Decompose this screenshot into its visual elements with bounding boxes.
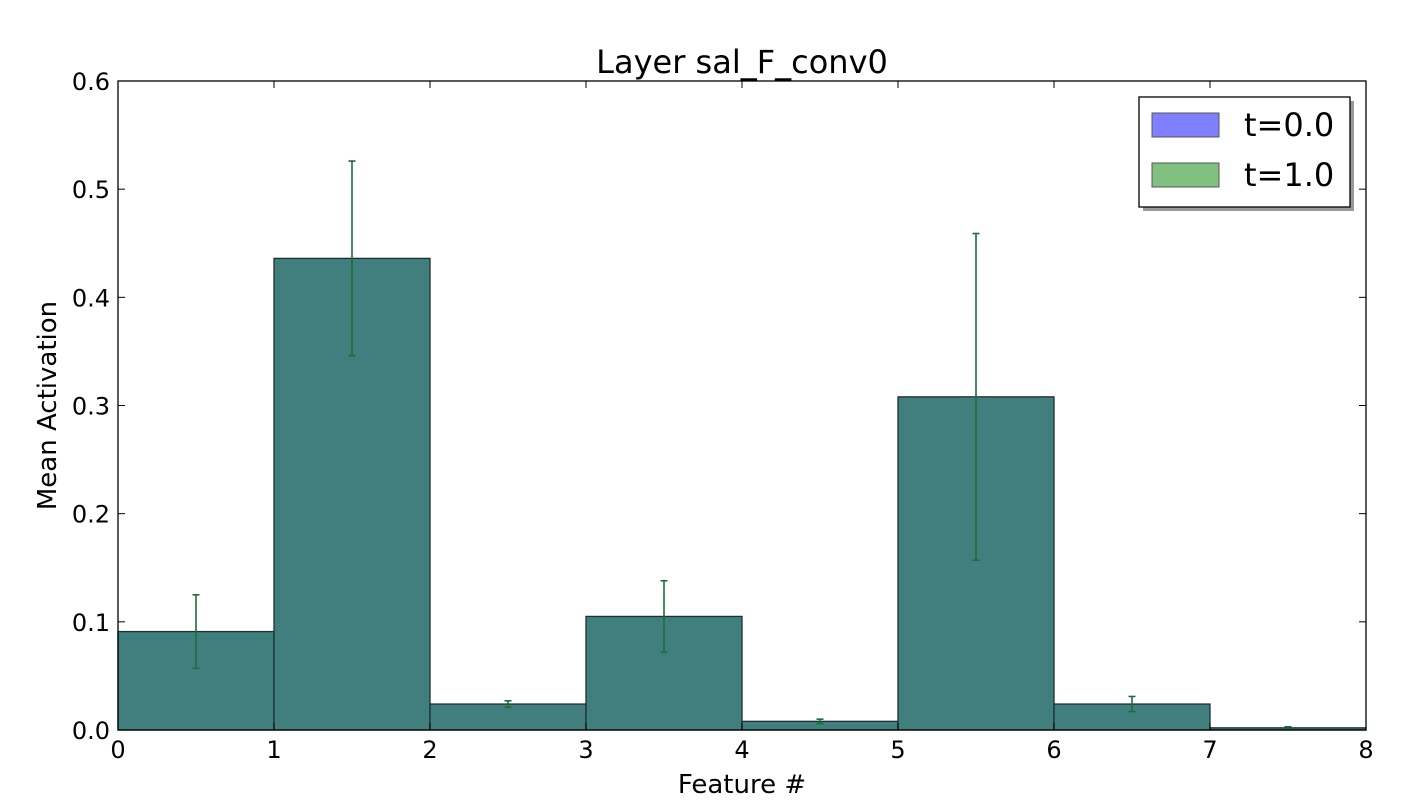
- x-tick-label-1: 1: [266, 736, 281, 764]
- x-axis-label: Feature #: [678, 770, 806, 800]
- bar-2: [429, 703, 587, 731]
- y-tick-label-1: 0.1: [72, 609, 110, 637]
- x-tick-label-5: 5: [890, 736, 905, 764]
- x-tick-label-0: 0: [110, 736, 125, 764]
- legend: t=0.0 t=1.0: [1138, 96, 1354, 211]
- y-tick-label-4: 0.4: [72, 284, 110, 312]
- x-tick-label-3: 3: [578, 736, 593, 764]
- errorbars-layer: [192, 160, 1292, 730]
- ticks-layer: 0 1 2 3 4 5 6 7 8 0.0 0.1 0.2 0.3 0.4 0.5 0.6: [72, 68, 1374, 764]
- legend-label-1: t=1.0: [1244, 156, 1334, 194]
- y-tick-label-2: 0.2: [72, 501, 110, 529]
- y-tick-label-3: 0.3: [72, 393, 110, 421]
- chart-title: Layer sal_F_conv0: [596, 43, 888, 81]
- x-tick-label-6: 6: [1046, 736, 1061, 764]
- legend-swatch-1: [1151, 162, 1220, 188]
- y-tick-label-5: 0.5: [72, 176, 110, 204]
- x-tick-label-4: 4: [734, 736, 749, 764]
- y-tick-label-0: 0.0: [72, 717, 110, 745]
- legend-label-0: t=0.0: [1244, 106, 1334, 144]
- legend-swatch-0: [1151, 112, 1220, 138]
- y-axis-label: Mean Activation: [33, 301, 63, 510]
- x-tick-label-7: 7: [1202, 736, 1217, 764]
- x-tick-label-8: 8: [1358, 736, 1373, 764]
- x-tick-label-2: 2: [422, 736, 437, 764]
- y-tick-label-6: 0.6: [72, 68, 110, 96]
